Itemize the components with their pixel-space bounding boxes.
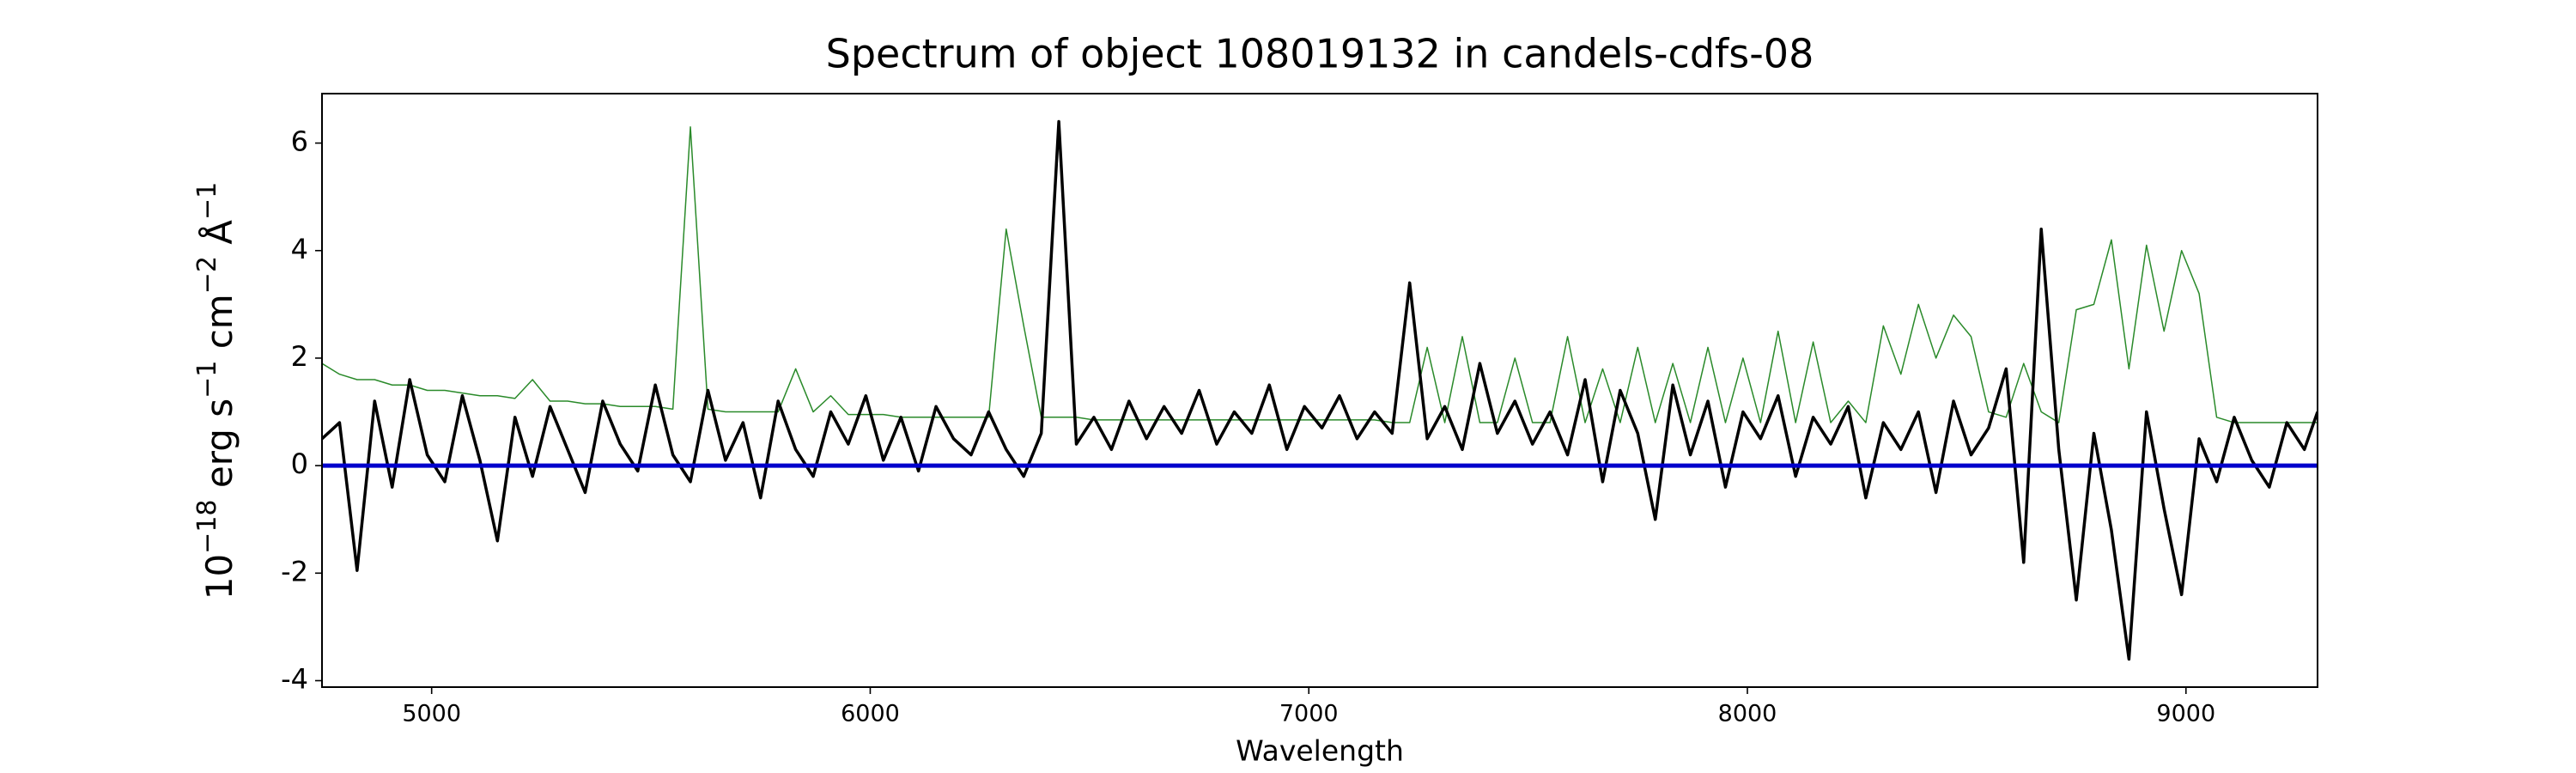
y-label-part: 10: [198, 554, 240, 600]
y-label-part: erg s: [198, 399, 240, 500]
y-label-sup: −18: [192, 500, 222, 554]
y-tick-label: 0: [291, 447, 308, 480]
y-tick-label: -4: [281, 662, 308, 695]
x-tick-label: 8000: [1718, 701, 1777, 727]
chart-title: Spectrum of object 108019132 in candels-…: [826, 31, 1814, 77]
x-tick-label: 9000: [2156, 701, 2215, 727]
x-tick-label: 6000: [841, 701, 900, 727]
x-tick-label: 5000: [402, 701, 461, 727]
plot-area: [322, 119, 2318, 661]
spectrum-line: [322, 119, 2318, 661]
y-tick-label: 6: [291, 125, 308, 158]
y-axis-label: 10−18 erg s−1 cm−2 Å−1: [192, 182, 240, 600]
y-label-sup: −1: [192, 361, 222, 399]
plot-frame: [321, 93, 2318, 688]
x-tick-label: 7000: [1279, 701, 1339, 727]
spectrum-line: [322, 126, 2318, 423]
y-label-part: cm: [198, 294, 240, 360]
y-label-sup: −2: [192, 256, 222, 294]
y-label-sup: −1: [192, 182, 222, 220]
y-label-part: Å: [197, 220, 240, 256]
y-tick-label: 4: [291, 233, 308, 265]
x-axis-label: Wavelength: [1236, 734, 1404, 768]
y-tick-label: 2: [291, 340, 308, 373]
y-tick-label: -2: [281, 555, 308, 587]
